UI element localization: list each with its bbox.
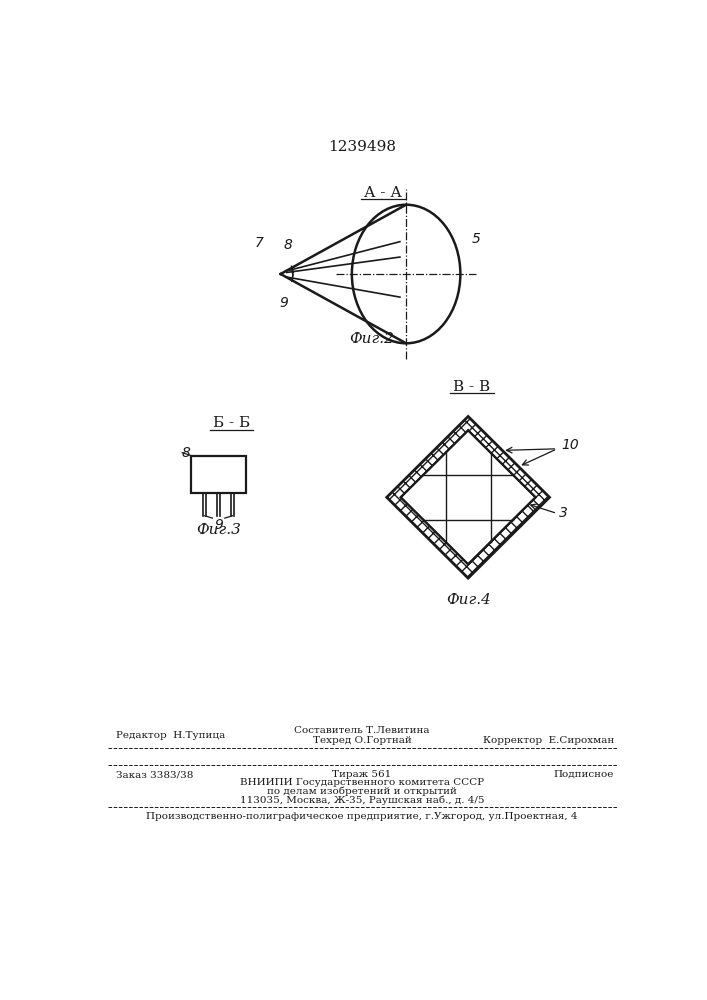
Text: 5: 5 xyxy=(472,232,480,246)
Text: 9: 9 xyxy=(214,518,223,532)
Text: по делам изобретений и открытий: по делам изобретений и открытий xyxy=(267,787,457,796)
Polygon shape xyxy=(401,430,535,564)
Text: Производственно-полиграфическое предприятие, г.Ужгород, ул.Проектная, 4: Производственно-полиграфическое предприя… xyxy=(146,812,578,821)
Text: Б - Б: Б - Б xyxy=(214,416,250,430)
Polygon shape xyxy=(387,416,549,578)
Text: Фиг.2: Фиг.2 xyxy=(349,332,394,346)
Text: Заказ 3383/38: Заказ 3383/38 xyxy=(115,770,193,779)
Text: А - А: А - А xyxy=(364,186,402,200)
Text: 8: 8 xyxy=(284,238,293,252)
Bar xyxy=(192,456,246,493)
Text: 9: 9 xyxy=(279,296,288,310)
Text: Составитель Т.Левитина: Составитель Т.Левитина xyxy=(294,726,430,735)
Text: Фиг.4: Фиг.4 xyxy=(445,593,491,607)
Text: Фиг.3: Фиг.3 xyxy=(196,523,241,537)
Text: 113035, Москва, Ж-35, Раушская наб., д. 4/5: 113035, Москва, Ж-35, Раушская наб., д. … xyxy=(240,795,484,805)
Text: Тираж 561: Тираж 561 xyxy=(332,770,392,779)
Text: Техред О.Гортнай: Техред О.Гортнай xyxy=(312,736,411,745)
Text: Корректор  Е.Сирохман: Корректор Е.Сирохман xyxy=(483,736,614,745)
Text: В - В: В - В xyxy=(453,380,491,394)
Text: 10: 10 xyxy=(561,438,579,452)
Text: 7: 7 xyxy=(255,236,263,250)
Text: Подписное: Подписное xyxy=(554,770,614,779)
Text: 3: 3 xyxy=(559,506,568,520)
Text: 1239498: 1239498 xyxy=(328,140,396,154)
Text: ВНИИПИ Государственного комитета СССР: ВНИИПИ Государственного комитета СССР xyxy=(240,778,484,787)
Text: Редактор  Н.Тупица: Редактор Н.Тупица xyxy=(115,732,225,740)
Text: 8: 8 xyxy=(182,446,190,460)
